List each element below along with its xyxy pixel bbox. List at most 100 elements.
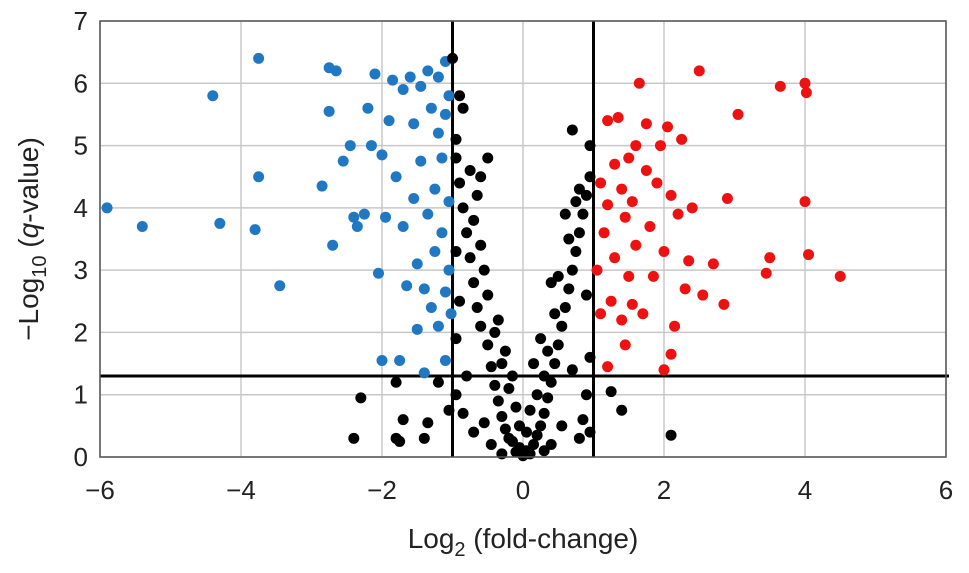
point — [136, 221, 148, 233]
point — [609, 158, 621, 170]
y-label-sub: 10 — [29, 255, 51, 277]
point — [528, 358, 540, 370]
point — [602, 199, 614, 211]
point — [485, 361, 497, 373]
point — [376, 354, 388, 366]
point — [432, 127, 444, 139]
point — [387, 74, 399, 86]
point — [665, 348, 677, 360]
point — [425, 302, 437, 314]
point — [253, 52, 265, 64]
point — [669, 320, 681, 332]
y-tick-label: 1 — [74, 380, 88, 410]
y-tick-label: 4 — [74, 193, 88, 223]
point — [436, 152, 448, 164]
y-tick-label: 3 — [74, 255, 88, 285]
point — [432, 71, 444, 83]
point — [612, 112, 624, 124]
point — [577, 414, 589, 426]
x-tick-label: −6 — [85, 475, 115, 505]
grid — [99, 20, 947, 458]
point — [510, 401, 522, 413]
point — [545, 376, 557, 388]
point — [616, 183, 628, 195]
point — [397, 84, 409, 96]
point — [686, 202, 698, 214]
x-tick-label: −2 — [367, 475, 397, 505]
point — [647, 270, 659, 282]
point — [450, 333, 462, 345]
point — [630, 239, 642, 251]
point — [471, 189, 483, 201]
point — [566, 124, 578, 136]
point — [496, 358, 508, 370]
point — [545, 277, 557, 289]
point — [489, 379, 501, 391]
point — [545, 439, 557, 451]
x-tick-label: 2 — [657, 475, 671, 505]
point — [408, 118, 420, 130]
point — [376, 149, 388, 161]
point — [662, 121, 674, 133]
point — [697, 289, 709, 301]
point — [616, 314, 628, 326]
y-label-italic: q — [13, 222, 44, 238]
point — [584, 171, 596, 183]
point — [651, 177, 663, 189]
point — [316, 180, 328, 192]
point — [369, 68, 381, 80]
point — [394, 354, 406, 366]
point — [563, 283, 575, 295]
point — [573, 183, 585, 195]
point — [513, 420, 525, 432]
point — [665, 189, 677, 201]
point — [415, 80, 427, 92]
point — [429, 245, 441, 257]
point — [602, 361, 614, 373]
point — [803, 249, 815, 261]
point — [482, 152, 494, 164]
point — [580, 289, 592, 301]
point — [214, 217, 226, 229]
point — [323, 105, 335, 117]
point — [101, 202, 113, 214]
point — [531, 429, 543, 441]
point — [439, 354, 451, 366]
point — [418, 283, 430, 295]
point — [503, 382, 515, 394]
point — [528, 439, 540, 451]
point — [573, 432, 585, 444]
point — [422, 208, 434, 220]
point — [640, 118, 652, 130]
point — [372, 267, 384, 279]
point — [401, 280, 413, 292]
point — [362, 102, 374, 114]
point — [658, 364, 670, 376]
x-label-sub: 2 — [454, 539, 465, 561]
point — [760, 267, 772, 279]
point — [566, 264, 578, 276]
x-axis-label: Log2 (fold-change) — [408, 523, 639, 561]
point — [394, 435, 406, 447]
point — [538, 445, 550, 457]
point — [397, 414, 409, 426]
point — [408, 193, 420, 205]
point — [418, 432, 430, 444]
point — [457, 102, 469, 114]
point — [584, 426, 596, 438]
point — [439, 286, 451, 298]
point — [443, 404, 455, 416]
point — [605, 386, 617, 398]
point — [595, 177, 607, 189]
point — [249, 224, 261, 236]
point — [475, 239, 487, 251]
point — [605, 295, 617, 307]
point — [429, 183, 441, 195]
point — [563, 233, 575, 245]
point — [552, 339, 564, 351]
point — [665, 429, 677, 441]
point — [330, 65, 342, 77]
point — [799, 196, 811, 208]
point — [380, 211, 392, 223]
point — [411, 258, 423, 270]
